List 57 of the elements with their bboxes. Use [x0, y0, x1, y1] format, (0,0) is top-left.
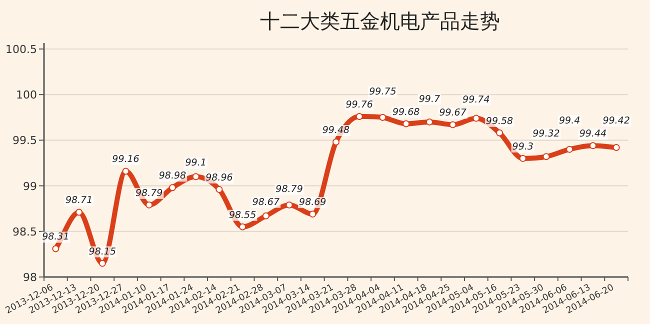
data-label: 99.58	[486, 116, 514, 127]
point	[589, 142, 596, 150]
point	[262, 212, 270, 220]
point	[309, 210, 316, 218]
point	[52, 245, 60, 252]
data-label: 98.71	[65, 195, 93, 206]
point	[379, 114, 386, 121]
point	[402, 120, 410, 128]
point	[332, 138, 340, 146]
y-tick-label: 98.5	[12, 225, 37, 238]
point	[168, 184, 176, 192]
data-label: 99.7	[418, 94, 440, 105]
data-label: 98.96	[206, 172, 233, 184]
data-label: 99.16	[112, 154, 140, 166]
point	[146, 201, 153, 208]
point	[192, 173, 200, 180]
data-label: 99.44	[579, 128, 607, 140]
data-label: 99.67	[439, 108, 466, 119]
data-label: 99.1	[185, 158, 206, 169]
point	[216, 186, 223, 193]
point	[472, 114, 480, 122]
point	[449, 121, 456, 128]
data-label: 98.69	[299, 197, 326, 208]
data-label: 99.48	[322, 125, 350, 136]
y-tick-label: 99	[23, 180, 37, 193]
point	[542, 153, 550, 160]
data-label: 98.67	[252, 196, 280, 208]
data-label: 99.74	[462, 94, 490, 106]
point	[566, 146, 574, 153]
y-tick-label: 100	[16, 88, 37, 102]
data-label: 99.3	[512, 141, 534, 152]
point	[98, 260, 106, 267]
point	[496, 129, 504, 136]
data-label: 98.31	[42, 232, 70, 243]
y-tick-label: 100.5	[6, 43, 37, 56]
y-tick-label: 99.5	[12, 134, 37, 148]
point	[356, 112, 363, 120]
data-label: 99.76	[346, 99, 373, 110]
data-label: 99.32	[532, 128, 560, 140]
point	[426, 118, 433, 126]
point	[519, 154, 526, 162]
point	[122, 168, 130, 175]
point	[286, 201, 293, 208]
data-label: 98.98	[158, 170, 186, 182]
data-label: 99.68	[392, 106, 420, 118]
data-label: 99.42	[602, 116, 630, 127]
data-label: 98.79	[136, 188, 163, 199]
data-label: 99.4	[559, 115, 580, 126]
y-tick-label: 98	[23, 271, 37, 284]
data-label: 98.15	[88, 246, 116, 258]
data-label: 99.75	[369, 86, 396, 98]
point	[612, 144, 620, 151]
point	[239, 223, 246, 230]
point	[76, 208, 83, 216]
data-label: 98.79	[276, 184, 303, 195]
data-label: 98.55	[228, 210, 256, 221]
chart-title: 十二大类五金机电产品走势	[260, 9, 500, 33]
